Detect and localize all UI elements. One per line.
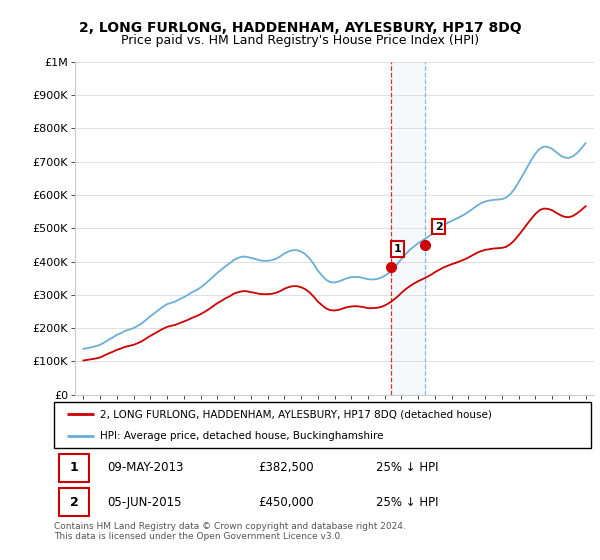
Text: Price paid vs. HM Land Registry's House Price Index (HPI): Price paid vs. HM Land Registry's House … — [121, 34, 479, 46]
Text: 2: 2 — [70, 496, 79, 508]
Text: £450,000: £450,000 — [258, 496, 314, 508]
Text: 05-JUN-2015: 05-JUN-2015 — [108, 496, 182, 508]
Text: 2: 2 — [435, 222, 443, 231]
Text: 25% ↓ HPI: 25% ↓ HPI — [376, 461, 439, 474]
Text: 2, LONG FURLONG, HADDENHAM, AYLESBURY, HP17 8DQ: 2, LONG FURLONG, HADDENHAM, AYLESBURY, H… — [79, 21, 521, 35]
Text: £382,500: £382,500 — [258, 461, 314, 474]
Text: 1: 1 — [394, 244, 401, 254]
Text: Contains HM Land Registry data © Crown copyright and database right 2024.
This d: Contains HM Land Registry data © Crown c… — [54, 522, 406, 542]
FancyBboxPatch shape — [59, 454, 89, 482]
FancyBboxPatch shape — [59, 488, 89, 516]
Text: 1: 1 — [70, 461, 79, 474]
Bar — [391, 62, 425, 395]
Text: 09-MAY-2013: 09-MAY-2013 — [108, 461, 184, 474]
Text: 2, LONG FURLONG, HADDENHAM, AYLESBURY, HP17 8DQ (detached house): 2, LONG FURLONG, HADDENHAM, AYLESBURY, H… — [100, 409, 491, 419]
FancyBboxPatch shape — [54, 402, 591, 448]
Text: 25% ↓ HPI: 25% ↓ HPI — [376, 496, 439, 508]
Text: HPI: Average price, detached house, Buckinghamshire: HPI: Average price, detached house, Buck… — [100, 431, 383, 441]
